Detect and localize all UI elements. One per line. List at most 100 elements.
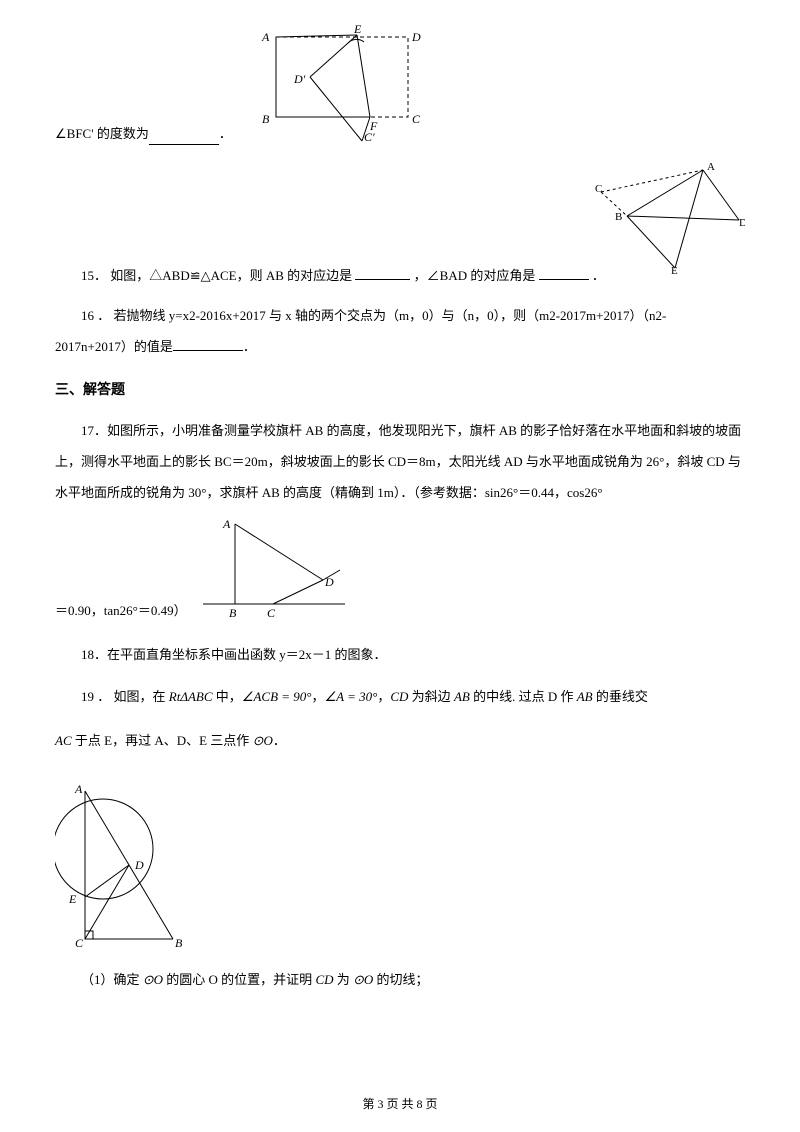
q15-a: 如图，△ABD≌△ACE，则 AB 的对应边是 (110, 268, 352, 283)
q19-mO1: ⊙O (143, 972, 163, 987)
q14-svg: A E D B F C D' C' (252, 25, 427, 145)
q17-figure: A B C D (195, 516, 350, 621)
q19-m7: ⊙O (253, 733, 273, 748)
q19-line2: AC 于点 E，再过 A、D、E 三点作 ⊙O． (55, 723, 745, 759)
q15-block: A B C D E 15． 如图，△ABD≌△ACE，则 AB 的对应边是 ，∠… (55, 170, 745, 300)
q19-s1: 如图，在 (110, 689, 169, 704)
q15-BE (627, 216, 675, 268)
q19-m4: CD (390, 689, 408, 704)
q17-D: D (324, 575, 334, 589)
q19-num: 19 ． (81, 689, 110, 704)
q19-m1: RtΔABC (169, 689, 213, 704)
q16-num: 16 ． (81, 308, 110, 323)
q14-B: B (262, 112, 270, 126)
q19-C: C (75, 936, 84, 950)
q19-s1a: （1）确定 (81, 972, 143, 987)
q15-num: 15． (81, 268, 107, 283)
q17-body: 17．如图所示，小明准备测量学校旗杆 AB 的高度，他发现阳光下，旗杆 AB 的… (55, 415, 745, 509)
q19-circle (55, 799, 153, 899)
q15-Dl: D (739, 217, 745, 229)
q19-figure: A C B D E (55, 779, 745, 954)
q17-B: B (229, 606, 237, 620)
q14-AE (276, 35, 357, 37)
q16: 16 ． 若抛物线 y=x2-2016x+2017 与 x 轴的两个交点为（m，… (55, 300, 745, 362)
q17-AD (235, 524, 323, 580)
q17-A: A (222, 517, 231, 531)
q19-svg: A C B D E (55, 779, 195, 954)
q16-l1: 若抛物线 y=x2-2016x+2017 与 x 轴的两个交点为（m，0）与（n… (110, 308, 666, 323)
q15-CB (601, 192, 627, 216)
q19-s4: ， (377, 689, 390, 704)
q19-m2: ∠ACB = 90° (242, 689, 312, 704)
q19-CD (85, 865, 129, 939)
q19-line1: 19 ． 如图，在 RtΔABC 中，∠ACB = 90°，∠A = 30°，C… (55, 679, 745, 715)
q15-blank1 (355, 267, 410, 280)
q15-AD (703, 170, 739, 220)
q14-row: ∠BFC' 的度数为 ． A E D B F C D' C' (55, 25, 745, 145)
q17-CD (273, 580, 323, 604)
q18-body: 在平面直角坐标系中画出函数 y＝2x－1 的图象． (107, 647, 387, 662)
q19-s5: 为斜边 (408, 689, 454, 704)
q17-C: C (267, 606, 276, 620)
q19-B: B (175, 936, 183, 950)
q19-ED (85, 865, 129, 897)
q15-BD (627, 216, 739, 220)
q19-m6: AB (577, 689, 593, 704)
q15-blank2 (539, 267, 589, 280)
section-3: 三、解答题 (55, 380, 745, 402)
q19-sub1: （1）确定 ⊙O 的圆心 O 的位置，并证明 CD 为 ⊙O 的切线； (55, 964, 745, 995)
f-b: 页 共 (383, 1097, 416, 1111)
q14-figure: A E D B F C D' C' (252, 25, 427, 145)
q17-tail: ＝0.90，tan26°＝0.49） (55, 601, 187, 622)
q16-blank (173, 338, 243, 351)
q14-Dp: D' (293, 72, 306, 86)
q19-s2: 中， (213, 689, 242, 704)
q14-E: E (353, 25, 362, 36)
q15-b: ，∠BAD 的对应角是 (414, 268, 536, 283)
page-footer: 第 3 页 共 8 页 (0, 1095, 800, 1114)
q19-l2c: ． (273, 733, 286, 748)
q15-El: E (671, 265, 678, 275)
q19-s1d: 的切线； (373, 972, 428, 987)
q19-m3: ∠A = 30° (325, 689, 378, 704)
q19-s3: ， (311, 689, 324, 704)
q17-tailrow: ＝0.90，tan26°＝0.49） A B C D (55, 516, 745, 621)
q14-prefix: ∠BFC' 的度数为 (55, 124, 149, 145)
q15-CA (601, 170, 703, 192)
q16-tail: ． (243, 339, 256, 354)
f-c: 页 (423, 1097, 438, 1111)
q14-arc (348, 39, 364, 43)
q19-D: D (134, 858, 144, 872)
q16-l2: 2017n+2017）的值是 (55, 339, 173, 354)
q19-mCD: CD (315, 972, 333, 987)
q15-figure: A B C D E (595, 160, 745, 275)
q19-mO2: ⊙O (353, 972, 373, 987)
q14-D: D (411, 30, 421, 44)
q15-svg: A B C D E (595, 160, 745, 275)
q14-DpCp (310, 77, 362, 141)
q15-Bl: B (615, 211, 622, 223)
q14-blank (149, 132, 219, 145)
q14-A: A (261, 30, 270, 44)
q19-s6: 的中线. 过点 D 作 (470, 689, 577, 704)
q17-text: 如图所示，小明准备测量学校旗杆 AB 的高度，他发现阳光下，旗杆 AB 的影子恰… (55, 423, 741, 500)
q15-Cl: C (595, 183, 602, 195)
q14-tail: ． (219, 124, 232, 145)
q19-s7: 的垂线交 (593, 689, 648, 704)
q17-svg: A B C D (195, 516, 350, 621)
q14-C: C (412, 112, 421, 126)
q18: 18．在平面直角坐标系中画出函数 y＝2x－1 的图象． (55, 639, 745, 670)
q19-A: A (74, 782, 83, 796)
f-a: 第 (362, 1097, 377, 1111)
q19-E: E (68, 892, 77, 906)
q17-num: 17． (81, 423, 107, 438)
q19-l2a: AC (55, 733, 72, 748)
q19-s1b: 的圆心 O 的位置，并证明 (163, 972, 315, 987)
q14-Cp: C' (364, 130, 375, 144)
q19-l2b: 于点 E，再过 A、D、E 三点作 (72, 733, 253, 748)
q14-FE (357, 35, 370, 117)
q18-num: 18． (81, 647, 107, 662)
q19-m5: AB (454, 689, 470, 704)
q19-s1c: 为 (334, 972, 354, 987)
q15-A: A (707, 161, 715, 173)
